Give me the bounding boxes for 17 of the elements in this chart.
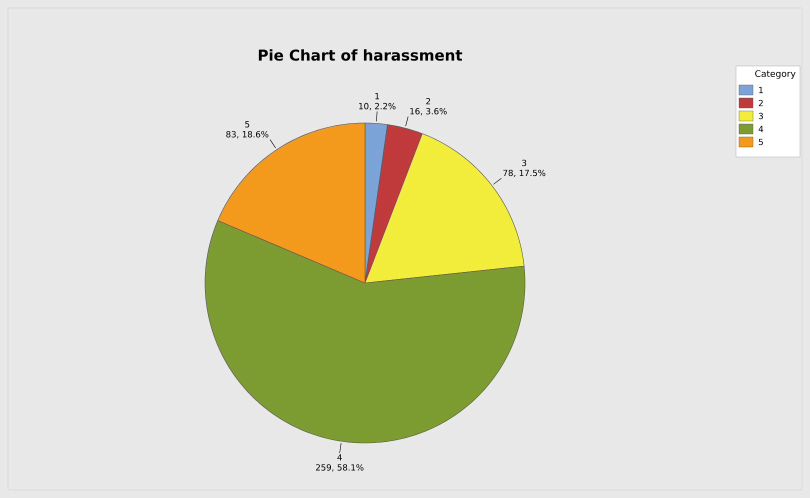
legend-label: 5 bbox=[758, 138, 763, 146]
legend-label: 3 bbox=[758, 112, 763, 120]
legend-label: 4 bbox=[758, 126, 764, 132]
slice-label: 2 bbox=[426, 98, 430, 104]
slice-label: 1 bbox=[375, 93, 380, 100]
legend-label: 2 bbox=[758, 100, 763, 106]
legend-title: Category bbox=[755, 70, 796, 79]
legend-label: 1 bbox=[759, 86, 763, 94]
slice-label: 5 bbox=[245, 121, 250, 128]
data-label: 10, 2.2% bbox=[359, 102, 396, 110]
data-label: 16, 3.6% bbox=[410, 108, 447, 116]
data-label: 259, 58.1% bbox=[316, 464, 364, 472]
chart-title: Pie Chart of harassment bbox=[258, 49, 462, 61]
slice-label: 3 bbox=[522, 160, 526, 166]
data-label: 78, 17.5% bbox=[503, 170, 546, 178]
slice-label: 4 bbox=[337, 454, 342, 461]
data-label: 83, 18.6% bbox=[226, 131, 268, 138]
